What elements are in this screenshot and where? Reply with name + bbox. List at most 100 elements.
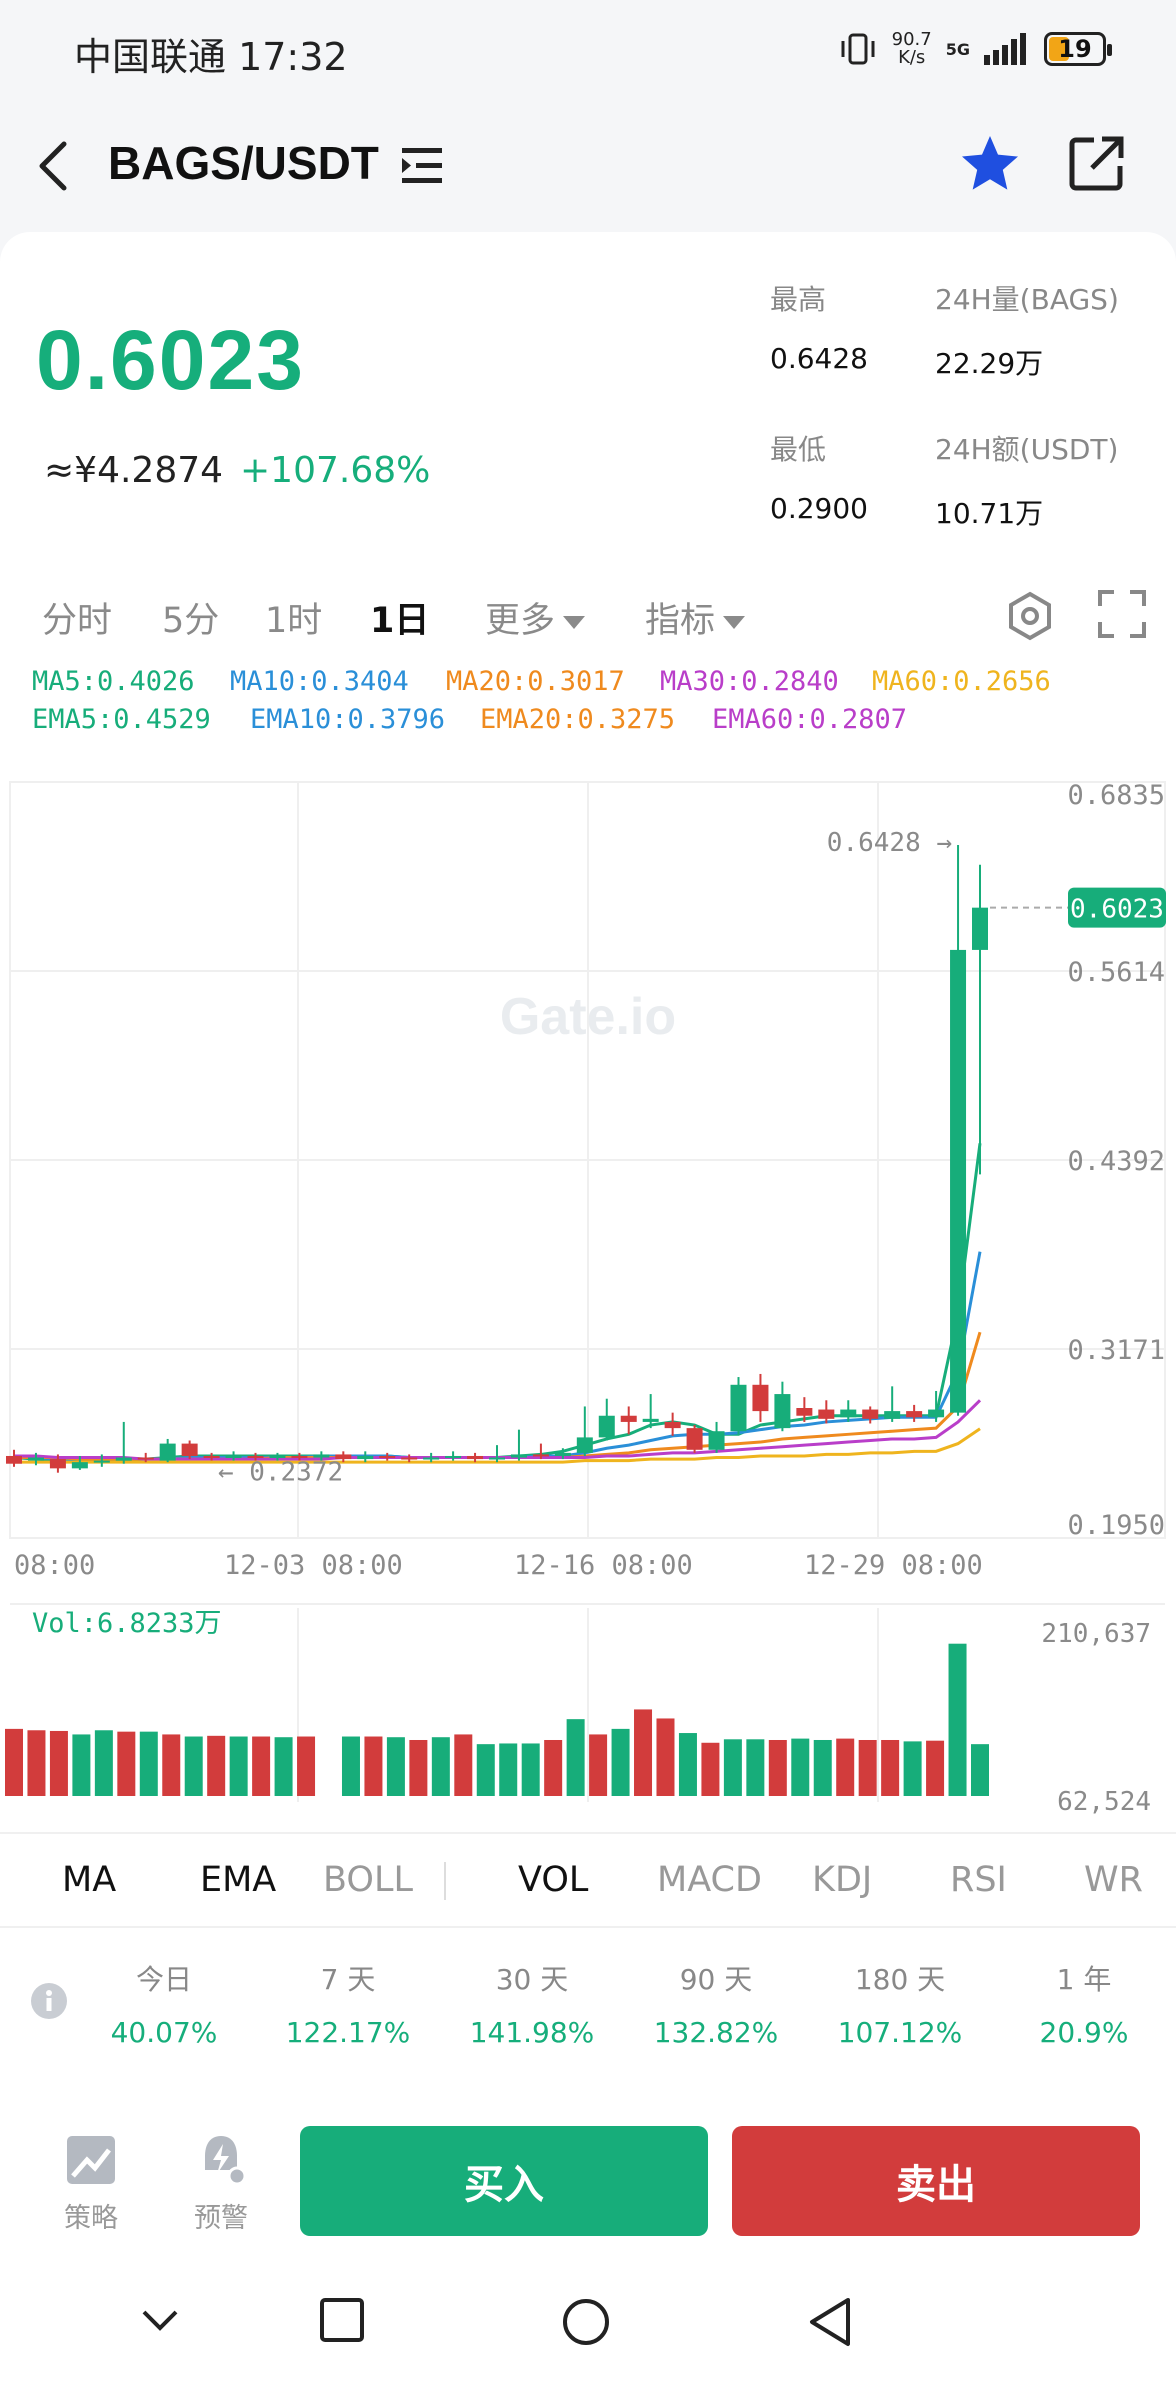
back-arrow-icon[interactable]: [34, 138, 74, 194]
candle-body: [335, 1454, 352, 1460]
tab-1hour[interactable]: 1时: [265, 601, 323, 641]
tab-ma[interactable]: MA: [62, 1860, 117, 1900]
candle: [379, 1452, 396, 1461]
menu-icon[interactable]: [402, 148, 444, 184]
volume-bar: [184, 1736, 203, 1796]
candle: [774, 1381, 791, 1432]
candle-body: [686, 1428, 703, 1450]
home-icon[interactable]: [560, 2296, 612, 2348]
back-nav-icon[interactable]: [806, 2296, 854, 2348]
candle: [401, 1454, 418, 1463]
candle: [49, 1454, 66, 1473]
candle-body: [489, 1457, 505, 1460]
candle: [576, 1406, 593, 1456]
perf-label: 90 天: [679, 1963, 753, 1996]
battery-icon: 19: [1044, 32, 1112, 66]
candle: [247, 1452, 264, 1461]
perf-value: 20.9%: [1039, 2016, 1129, 2049]
tab-1day[interactable]: 1日: [370, 601, 430, 641]
tab-wr[interactable]: WR: [1084, 1860, 1143, 1900]
tab-rsi[interactable]: RSI: [950, 1860, 1007, 1900]
tab-indicator[interactable]: 指标: [645, 592, 746, 643]
strategy-button[interactable]: 策略: [46, 2132, 136, 2235]
kline-chart[interactable]: Gate.io 0.6835 0.5614 0.4392 0.3171 0.1950 0…: [0, 772, 1176, 1822]
candle-body: [159, 1443, 176, 1461]
volume-bar: [521, 1743, 540, 1796]
recent-apps-icon[interactable]: [318, 2296, 366, 2344]
candle-body: [664, 1421, 681, 1429]
tab-macd[interactable]: MACD: [657, 1860, 762, 1900]
high-value: 0.6428: [770, 342, 868, 375]
indicator-tabs: MA EMA BOLL VOL MACD KDJ RSI WR: [0, 1832, 1176, 1928]
volume-bar: [746, 1739, 765, 1796]
tab-timeline[interactable]: 分时: [42, 601, 113, 641]
candle: [181, 1440, 198, 1460]
share-icon[interactable]: [1068, 134, 1126, 192]
buy-button[interactable]: 买入: [300, 2126, 708, 2236]
tab-more[interactable]: 更多: [485, 592, 586, 643]
candle-body: [467, 1455, 484, 1460]
candle-body: [554, 1452, 571, 1456]
volume-bar: [791, 1738, 810, 1796]
candle-body: [840, 1409, 857, 1418]
settings-hexagon-icon[interactable]: [1004, 590, 1056, 642]
tab-boll[interactable]: BOLL: [323, 1860, 413, 1900]
candle-body: [972, 907, 988, 950]
candle: [796, 1397, 813, 1422]
candle-body: [620, 1415, 637, 1422]
candle-body: [137, 1457, 154, 1460]
x-tick-label: 08:00: [14, 1550, 95, 1581]
volume-bar: [49, 1730, 68, 1796]
candle: [269, 1452, 286, 1461]
star-icon[interactable]: [958, 132, 1022, 196]
signal-icon: [984, 33, 1026, 65]
ma5-value: MA5:0.4026: [32, 666, 195, 697]
candle: [335, 1451, 352, 1463]
sell-button[interactable]: 卖出: [732, 2126, 1140, 2236]
candle-body: [269, 1455, 286, 1458]
candle-body: [313, 1454, 330, 1458]
volume-bar: [971, 1744, 989, 1796]
tab-5min[interactable]: 5分: [162, 601, 220, 641]
volume-bar: [701, 1742, 720, 1796]
candle-body: [49, 1459, 66, 1469]
perf-value: 122.17%: [285, 2016, 411, 2049]
tab-ema[interactable]: EMA: [200, 1860, 277, 1900]
info-icon[interactable]: [30, 1982, 68, 2020]
candle: [532, 1443, 549, 1460]
candle-body: [445, 1455, 462, 1458]
volume-chart: Vol:6.8233万 210,637 62,524: [5, 1608, 1151, 1817]
candle-body: [401, 1457, 418, 1460]
alert-label: 预警: [194, 2203, 248, 2234]
tab-indicator-label: 指标: [645, 601, 716, 641]
perf-value: 40.07%: [110, 2016, 218, 2049]
perf-90d: 90 天 132.82%: [636, 1958, 796, 2049]
volume-bar: [499, 1743, 518, 1796]
tab-vol[interactable]: VOL: [518, 1860, 589, 1900]
volume-max-label: 210,637: [1041, 1619, 1151, 1649]
y-tick-label: 0.3171: [1067, 1335, 1165, 1366]
chevron-down-icon[interactable]: [136, 2296, 184, 2344]
candle: [906, 1404, 923, 1422]
candle: [642, 1394, 659, 1429]
candle: [686, 1425, 703, 1453]
volume-bar: [207, 1735, 226, 1796]
chevron-down-icon: [723, 615, 746, 629]
volume-value: 22.29万: [935, 347, 1044, 380]
candle-body: [818, 1409, 835, 1419]
candle: [93, 1454, 110, 1467]
pair-title[interactable]: BAGS/USDT: [108, 137, 379, 189]
candle-body: [598, 1415, 615, 1438]
volume-bar: [768, 1739, 787, 1796]
candle: [972, 864, 988, 1175]
candle-body: [642, 1418, 659, 1422]
alert-button[interactable]: 预警: [176, 2132, 266, 2235]
candle: [313, 1451, 330, 1461]
candle-body: [884, 1411, 901, 1419]
perf-label: 180 天: [854, 1963, 946, 1996]
volume-bar: [836, 1738, 855, 1796]
volume-bar: [409, 1739, 428, 1796]
volume-bar: [656, 1718, 675, 1796]
fullscreen-icon[interactable]: [1098, 590, 1146, 638]
tab-kdj[interactable]: KDJ: [812, 1860, 873, 1900]
